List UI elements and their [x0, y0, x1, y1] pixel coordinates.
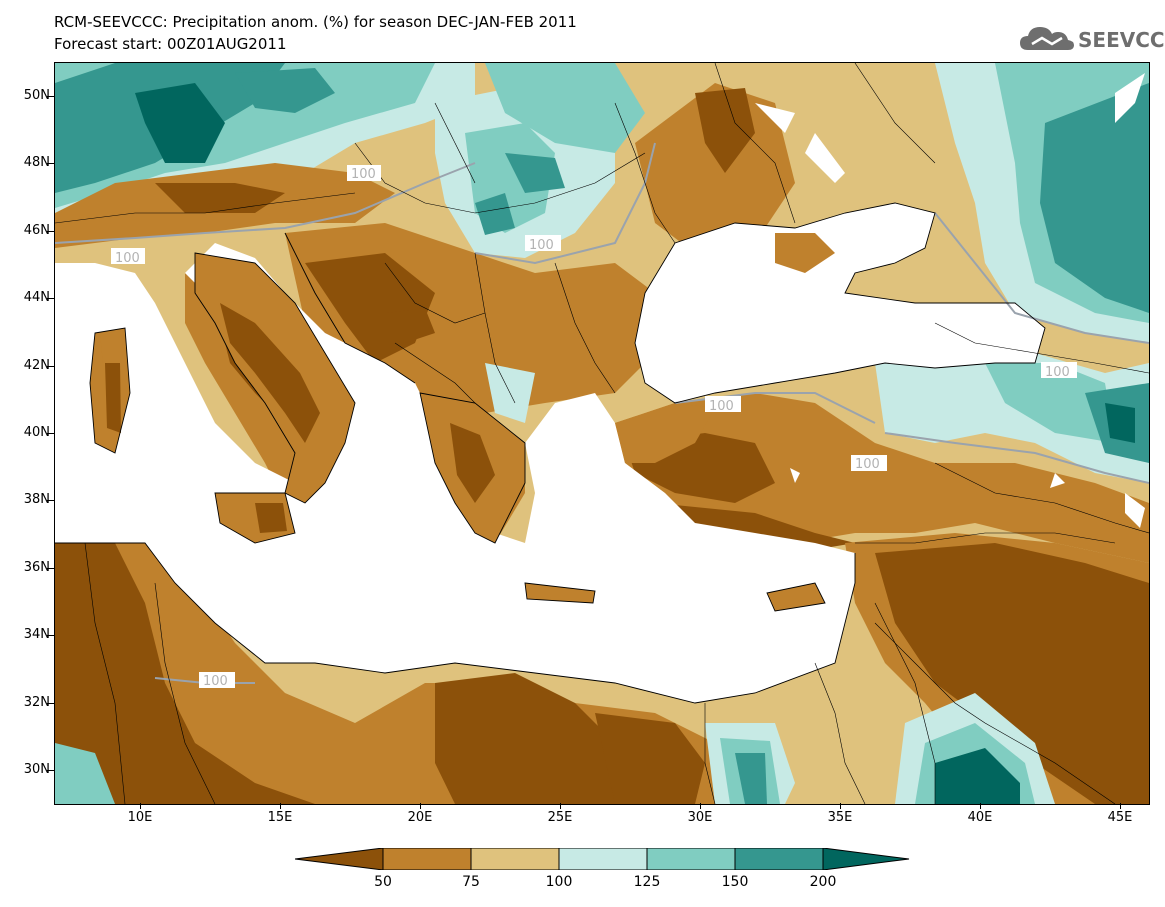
islands	[90, 233, 835, 611]
coastlines	[55, 202, 1046, 704]
seevccc-logo: SEEVCCC	[1018, 22, 1165, 58]
legend-swatch	[382, 847, 472, 871]
lat-tick	[47, 298, 54, 299]
contour-labels: 100 100 100 100 100 100 100 100	[111, 165, 1077, 689]
legend-label: 200	[809, 874, 837, 890]
legend-label: 75	[462, 874, 480, 890]
lat-label: 40N	[23, 425, 50, 440]
legend-swatch	[470, 847, 560, 871]
map-title: RCM-SEEVCCC: Precipitation anom. (%) for…	[54, 13, 577, 31]
lon-label: 20E	[407, 810, 433, 825]
lat-tick	[47, 96, 54, 97]
wet-region-east	[875, 63, 1149, 483]
precipitation-anomaly-map: 100 100 100 100 100 100 100 100	[54, 62, 1150, 805]
lat-tick	[47, 635, 54, 636]
legend-label: 50	[374, 874, 392, 890]
lon-tick	[700, 803, 701, 809]
lat-label: 38N	[23, 492, 50, 507]
lon-tick	[560, 803, 561, 809]
legend-label: 150	[721, 874, 749, 890]
lat-tick	[47, 231, 54, 232]
lon-label: 10E	[127, 810, 153, 825]
forecast-start: Forecast start: 00Z01AUG2011	[54, 35, 287, 53]
lon-label: 40E	[967, 810, 993, 825]
lat-label: 46N	[23, 223, 50, 238]
contour-label: 100	[1045, 365, 1070, 380]
contour-label: 100	[203, 674, 228, 689]
lat-tick	[47, 163, 54, 164]
contour-lines	[55, 142, 1149, 684]
legend-swatch	[558, 847, 648, 871]
lat-label: 30N	[23, 762, 50, 777]
lat-label: 42N	[23, 358, 50, 373]
contour-label: 100	[709, 399, 734, 414]
legend-label: 125	[633, 874, 661, 890]
legend-swatch	[822, 847, 910, 871]
legend-swatch	[734, 847, 824, 871]
color-legend	[294, 847, 910, 871]
lon-label: 35E	[827, 810, 853, 825]
legend-swatch	[646, 847, 736, 871]
lat-label: 32N	[23, 695, 50, 710]
color-bar	[294, 847, 910, 871]
legend-label: 100	[545, 874, 573, 890]
lat-tick	[47, 366, 54, 367]
lon-tick	[1120, 803, 1121, 809]
contour-label: 100	[855, 457, 880, 472]
lat-label: 48N	[23, 155, 50, 170]
lat-tick	[47, 568, 54, 569]
lon-label: 45E	[1107, 810, 1133, 825]
lat-tick	[47, 500, 54, 501]
lat-label: 34N	[23, 627, 50, 642]
legend-swatch	[294, 847, 384, 871]
logo-text: SEEVCCC	[1078, 28, 1165, 52]
contour-label: 100	[351, 167, 376, 182]
lat-tick	[47, 770, 54, 771]
lat-tick	[47, 703, 54, 704]
contour-label: 100	[115, 251, 140, 266]
lon-label: 15E	[267, 810, 293, 825]
cloud-icon	[1020, 27, 1074, 50]
lat-label: 44N	[23, 290, 50, 305]
lon-tick	[420, 803, 421, 809]
lon-label: 30E	[687, 810, 713, 825]
lat-label: 36N	[23, 560, 50, 575]
country-borders	[55, 63, 1149, 804]
contour-label: 100	[529, 238, 554, 253]
lon-tick	[840, 803, 841, 809]
lat-tick	[47, 433, 54, 434]
lon-label: 25E	[547, 810, 573, 825]
lat-label: 50N	[23, 88, 50, 103]
lon-tick	[280, 803, 281, 809]
lon-tick	[140, 803, 141, 809]
lon-tick	[980, 803, 981, 809]
map-canvas: 100 100 100 100 100 100 100 100	[55, 63, 1149, 804]
